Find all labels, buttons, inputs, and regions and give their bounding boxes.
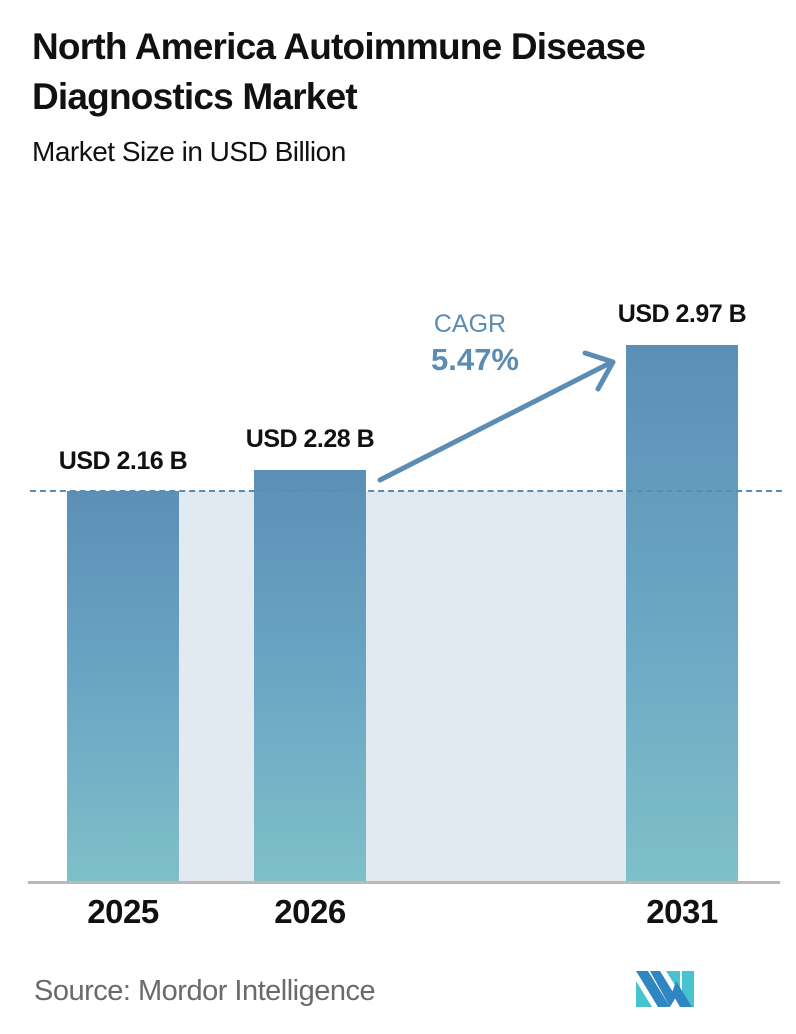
x-tick-2025: 2025 — [87, 893, 159, 930]
x-tick-2031: 2031 — [646, 893, 718, 930]
bar-2031 — [626, 345, 738, 882]
source-text: Source: Mordor Intelligence — [34, 975, 376, 1007]
value-label-2031: USD 2.97 B — [617, 300, 747, 328]
cagr-value: 5.47% — [431, 342, 519, 377]
mordor-intelligence-logo-icon — [636, 971, 694, 1007]
reference-dashed-line — [30, 490, 782, 492]
bar-2025 — [67, 491, 179, 882]
value-label-2025: USD 2.16 B — [58, 447, 188, 475]
x-axis-line — [28, 881, 780, 884]
cagr-arrow-icon — [377, 350, 616, 483]
chart-title: North America Autoimmune Disease Diagnos… — [32, 26, 646, 117]
x-tick-2026: 2026 — [274, 893, 346, 930]
cagr-label: CAGR — [433, 310, 507, 338]
bar-2026 — [254, 470, 366, 882]
chart-subtitle: Market Size in USD Billion — [32, 136, 346, 167]
value-label-2026: USD 2.28 B — [245, 425, 375, 453]
